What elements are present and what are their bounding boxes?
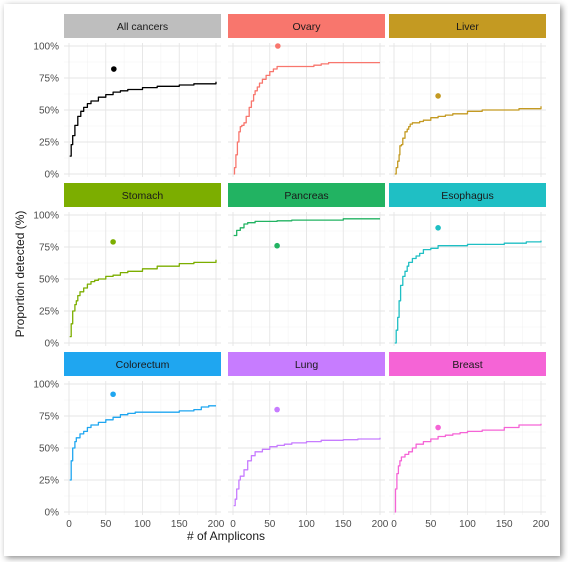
y-tick-label: 100% [33,42,59,53]
x-tick-label: 50 [425,519,437,530]
x-tick-label: 200 [208,519,225,530]
x-axis-title: # of Amplicons [187,529,265,543]
x-tick-label: 50 [100,519,112,530]
strip-all-cancers [64,14,221,38]
strip-liver [389,14,546,38]
series-line-breast [394,423,542,513]
strip-label-colorectum: Colorectum [116,359,170,371]
y-tick-label: 75% [39,243,59,254]
strip-pancreas [228,183,385,207]
y-tick-label: 25% [39,138,59,149]
x-tick-label: 200 [533,519,550,530]
strip-breast [389,352,546,376]
y-tick-label: 0% [45,508,60,519]
data-point-stomach [110,239,116,245]
y-tick-label: 100% [33,211,59,222]
strip-label-all-cancers: All cancers [117,21,168,33]
series-line-ovary [233,61,380,175]
x-tick-label: 100 [459,519,476,530]
y-tick-label: 50% [39,444,59,455]
strip-label-liver: Liver [456,21,479,33]
data-point-esophagus [435,225,441,231]
x-tick-label: 50 [264,519,276,530]
data-point-colorectum [110,391,116,398]
data-point-ovary [275,43,281,49]
strip-label-breast: Breast [452,359,482,371]
data-point-breast [435,424,441,431]
data-point-lung [274,406,280,413]
y-tick-label: 100% [33,380,59,391]
y-tick-label: 50% [39,106,59,117]
x-tick-label: 100 [298,519,315,530]
y-tick-label: 25% [39,476,59,487]
strip-label-pancreas: Pancreas [284,190,328,202]
series-line-lung [233,437,381,507]
strip-label-ovary: Ovary [292,21,321,33]
strip-stomach [64,183,221,207]
strip-label-esophagus: Esophagus [441,190,494,202]
data-point-liver [435,93,441,99]
series-line-all-cancers [69,81,217,157]
y-tick-label: 0% [45,170,60,181]
y-tick-label: 0% [45,339,60,350]
x-tick-label: 150 [335,519,352,530]
x-tick-label: 150 [496,519,513,530]
series-line-liver [394,106,542,175]
strip-colorectum [64,352,221,376]
chart-svg: All cancers 0% 25% 50% 75% 100% Ovary Liver Stom… [13,14,550,543]
data-point-pancreas [274,242,280,249]
y-tick-label: 75% [39,412,59,423]
strip-ovary [228,14,385,38]
x-tick-label: 200 [372,519,389,530]
data-point-all-cancers [111,66,117,72]
strip-esophagus [389,183,546,207]
figure-frame: All cancers 0% 25% 50% 75% 100% Ovary Liver Stom… [4,4,560,556]
series-line-colorectum [69,405,216,481]
y-tick-label: 75% [39,74,59,85]
y-tick-label: 25% [39,307,59,318]
strip-label-stomach: Stomach [122,190,164,202]
y-axis-title: Proportion detected (%) [13,211,27,338]
x-tick-label: 0 [230,519,236,530]
y-tick-label: 50% [39,275,59,286]
series-line-stomach [69,259,217,338]
x-tick-label: 0 [66,519,72,530]
x-tick-label: 0 [391,519,397,530]
x-tick-label: 100 [134,519,151,530]
x-tick-label: 150 [171,519,188,530]
series-line-esophagus [394,240,542,344]
series-line-pancreas [233,218,380,237]
strip-label-lung: Lung [295,359,319,371]
strip-lung [228,352,385,376]
